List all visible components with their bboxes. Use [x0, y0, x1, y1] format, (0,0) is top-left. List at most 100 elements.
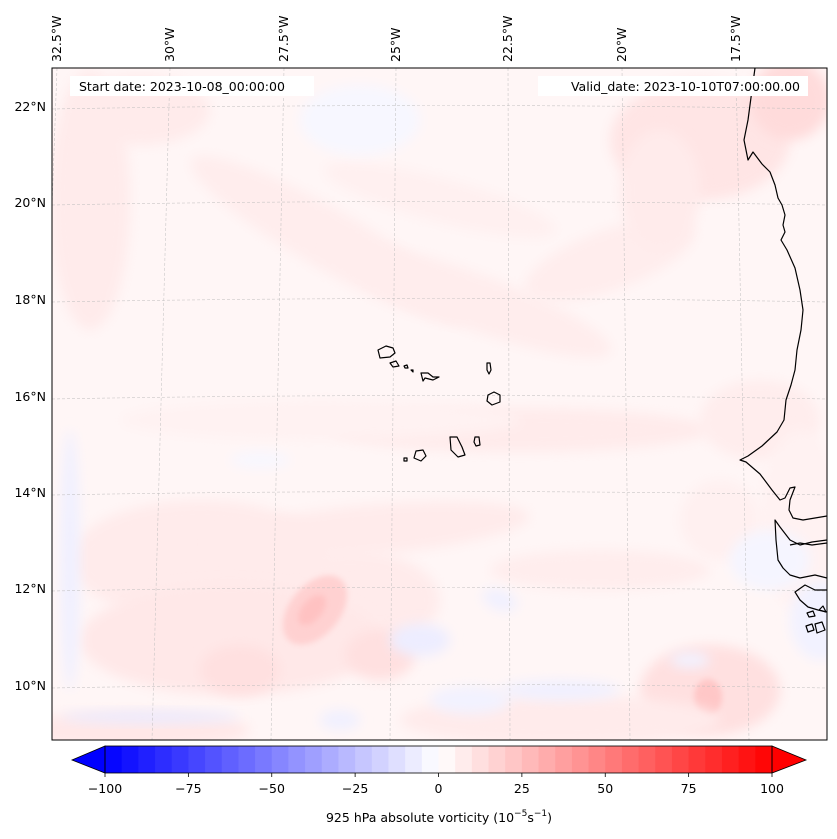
latitude-tick-label: 12°N	[14, 581, 46, 596]
negative-vorticity-region	[482, 588, 518, 612]
coastline-segment	[377, 345, 396, 359]
colorbar-tick-label: −75	[175, 781, 201, 796]
colorbar-tick-label: 25	[514, 781, 530, 796]
meridian-line	[151, 68, 171, 740]
colorbar-tick-label: −100	[88, 781, 122, 796]
graticule	[52, 68, 827, 740]
colorbar-tick-label: 75	[681, 781, 697, 796]
colorbar-segment	[705, 746, 723, 773]
colorbar-segment	[371, 746, 390, 773]
colorbar-segment	[638, 746, 656, 773]
colorbar-segment	[238, 746, 256, 773]
colorbar-tick-label: 0	[435, 781, 443, 796]
colorbar-segment	[571, 746, 590, 773]
colorbar-segment	[221, 746, 239, 773]
colorbar-segment	[255, 746, 273, 773]
colorbar-segment	[105, 746, 123, 773]
colorbar-segment	[405, 746, 423, 773]
latitude-tick-label: 18°N	[14, 292, 46, 307]
colorbar-segment	[671, 746, 690, 773]
colorbar-segment	[688, 746, 706, 773]
colorbar-segment	[205, 746, 223, 773]
negative-vorticity-region	[790, 580, 827, 660]
longitude-tick-label: 20°W	[614, 27, 629, 62]
coastline-segment	[389, 360, 400, 368]
coastline-segment	[449, 436, 466, 458]
positive-vorticity-region	[694, 679, 722, 715]
positive-vorticity-region	[298, 594, 326, 626]
colorbar-extend-low	[70, 745, 106, 774]
meridian-line	[52, 68, 58, 217]
meridian-line	[270, 68, 285, 740]
colorbar-extend-high	[771, 745, 808, 774]
parallel-line	[52, 684, 827, 689]
colorbar-segment	[588, 746, 606, 773]
colorbar-segment	[555, 746, 573, 773]
valid-date-box	[538, 76, 808, 96]
longitude-tick-label: 32.5°W	[49, 16, 64, 62]
longitude-labels: 32.5°W 30°W 27.5°W 25°W 22.5°W 20°W 17.5°W	[49, 16, 743, 62]
colorbar-segment	[288, 746, 306, 773]
colorbar-segment	[355, 746, 373, 773]
colorbar-segment	[471, 746, 490, 773]
latitude-tick-label: 16°N	[14, 389, 46, 404]
latitude-tick-label: 20°N	[14, 195, 46, 210]
coastline-segment	[403, 457, 408, 462]
meridian-line	[735, 68, 750, 740]
latitude-tick-label: 14°N	[14, 485, 46, 500]
colorbar-segment	[421, 746, 440, 773]
meridian-line	[389, 68, 397, 740]
colorbar-tick-label: 100	[760, 781, 784, 796]
colorbar-segment	[338, 746, 356, 773]
colorbar-segment	[655, 746, 673, 773]
latitude-labels: 22°N 20°N 18°N 16°N 14°N 12°N 10°N	[14, 99, 46, 693]
positive-vorticity-region	[328, 242, 612, 358]
colorbar-segment	[455, 746, 473, 773]
coastline-segment	[473, 436, 481, 447]
negative-vorticity-region	[730, 530, 810, 590]
coastline-segment	[774, 519, 827, 579]
colorbar-segment	[538, 746, 556, 773]
colorbar-tick-label: 50	[597, 781, 613, 796]
coastlines	[377, 68, 827, 634]
colorbar-label: 925 hPa absolute vorticity (10−5s−1)	[326, 809, 552, 825]
colorbar-segment	[438, 746, 456, 773]
positive-vorticity-region	[210, 501, 530, 559]
colorbar-segment	[121, 746, 139, 773]
positive-vorticity-region	[120, 400, 520, 440]
positive-vorticity-region	[200, 645, 280, 695]
map-axes[interactable]: Start date: 2023-10-08_00:00:00 Valid_da…	[10, 60, 837, 748]
valid-date-label: Valid_date: 2023-10-10T07:00:00.00	[571, 79, 800, 94]
negative-vorticity-region	[60, 711, 240, 723]
coastline-segment	[403, 364, 409, 369]
longitude-tick-label: 17.5°W	[728, 16, 743, 62]
colorbar-segment	[188, 746, 206, 773]
parallel-line	[52, 105, 827, 110]
coastline-segment	[420, 372, 440, 382]
coastline-segment	[486, 362, 492, 375]
longitude-tick-label: 30°W	[162, 27, 177, 62]
coastline-segment	[818, 605, 827, 613]
negative-vorticity-region	[390, 624, 450, 656]
parallel-line	[52, 201, 827, 206]
colorbar: −100 −75 −50 −25 0 25 50 75 100 925 hPa absolute…	[70, 745, 808, 825]
longitude-tick-label: 25°W	[388, 27, 403, 62]
meridian-line	[507, 68, 511, 740]
colorbar-segment	[271, 746, 290, 773]
start-date-label: Start date: 2023-10-08_00:00:00	[79, 79, 285, 94]
negative-vorticity-region	[500, 680, 620, 700]
coastline-segment	[789, 542, 827, 546]
parallel-line	[52, 298, 827, 303]
map-frame	[51, 67, 828, 741]
colorbar-segment	[138, 746, 156, 773]
colorbar-segment	[738, 746, 756, 773]
colorbar-segment	[605, 746, 623, 773]
positive-vorticity-region	[680, 480, 760, 560]
start-date-box	[70, 76, 314, 96]
meridian-line	[621, 68, 631, 740]
colorbar-segment	[171, 746, 189, 773]
negative-vorticity-region	[60, 430, 80, 690]
colorbar-segment	[388, 746, 406, 773]
coastline-segment	[413, 449, 427, 462]
